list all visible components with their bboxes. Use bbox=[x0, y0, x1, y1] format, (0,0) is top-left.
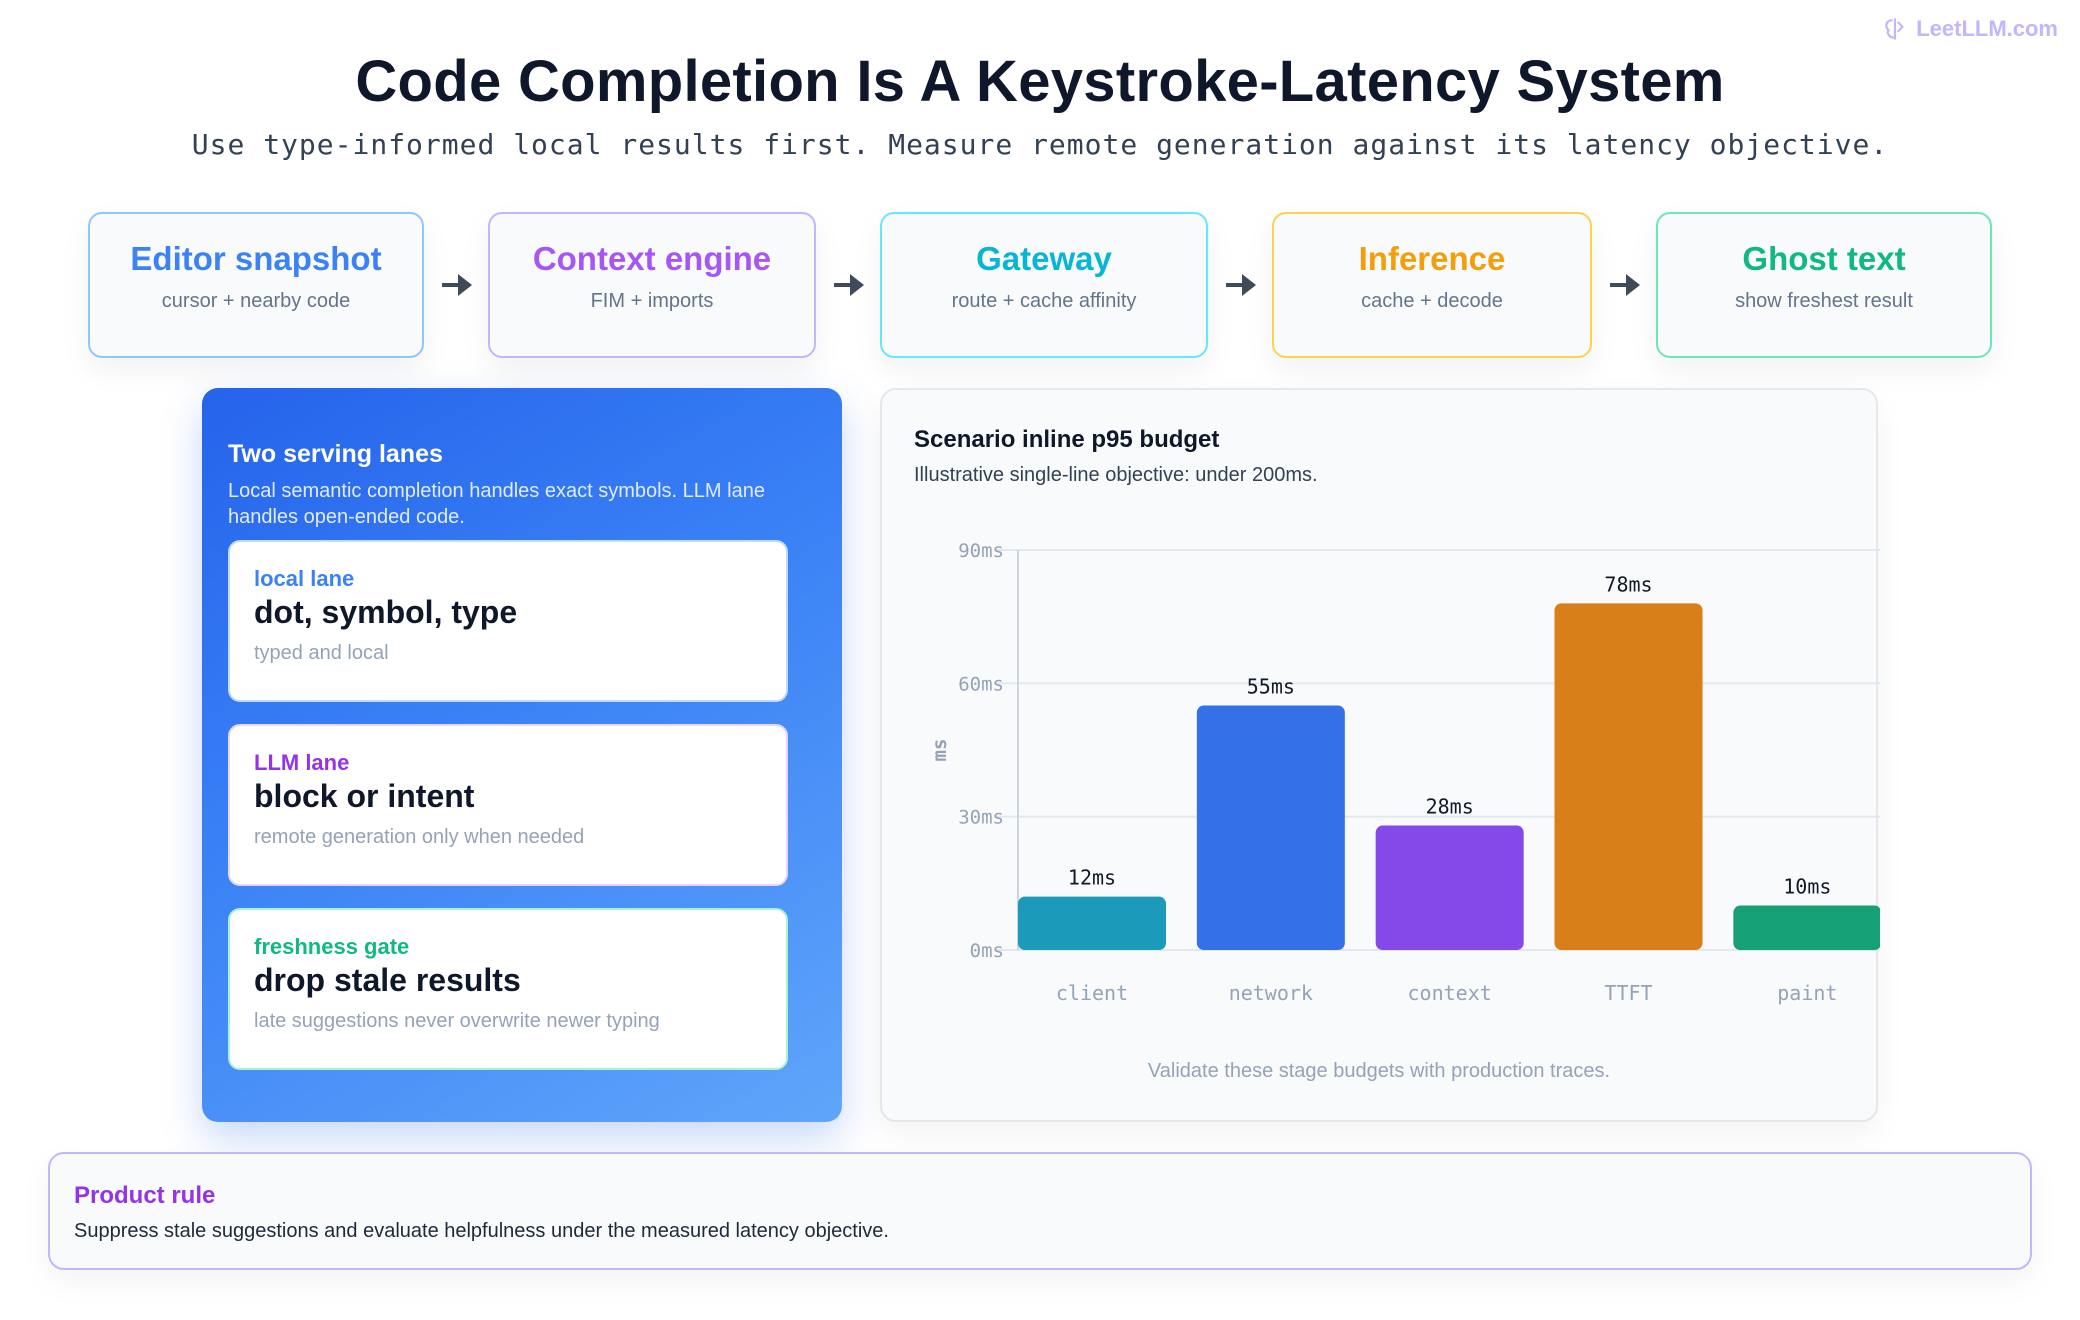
y-tick-label: 90ms bbox=[958, 540, 1004, 562]
stage-title: Context engine bbox=[532, 240, 772, 277]
page-title: Code Completion Is A Keystroke-Latency S… bbox=[355, 49, 1725, 114]
stage-title: Inference bbox=[1358, 240, 1506, 277]
arrow-right-icon bbox=[1610, 274, 1640, 296]
stage-subtitle: cursor + nearby code bbox=[161, 290, 351, 312]
chart-title: Scenario inline p95 budget bbox=[914, 426, 1220, 453]
lane-subtitle: late suggestions never overwrite newer t… bbox=[254, 1010, 660, 1032]
arrow-right-icon bbox=[834, 274, 864, 296]
lane-heading: drop stale results bbox=[254, 962, 521, 998]
y-axis-label: ms bbox=[929, 739, 951, 762]
lane-subtitle: remote generation only when needed bbox=[254, 826, 585, 848]
lane-tag: LLM lane bbox=[254, 750, 350, 775]
serving-lanes-panel: Two serving lanes Local semantic complet… bbox=[202, 388, 842, 1122]
bar bbox=[1554, 603, 1703, 950]
data-label: 12ms bbox=[1068, 866, 1116, 890]
bar bbox=[1375, 825, 1524, 950]
stage-inference: Inference cache + decode bbox=[1272, 212, 1592, 358]
bar bbox=[1733, 905, 1880, 950]
x-tick-label: client bbox=[1056, 981, 1128, 1005]
stage-editor-snapshot: Editor snapshot cursor + nearby code bbox=[88, 212, 424, 358]
bar bbox=[1018, 896, 1166, 950]
stage-subtitle: show freshest result bbox=[1735, 290, 1913, 312]
lanes-description: Local semantic completion handles exact … bbox=[228, 480, 765, 528]
lane-tag: local lane bbox=[254, 566, 355, 591]
stage-title: Ghost text bbox=[1742, 240, 1906, 277]
product-rule-box: Product rule Suppress stale suggestions … bbox=[48, 1152, 2032, 1270]
lane-card-local: local lane dot, symbol, type typed and l… bbox=[228, 540, 788, 702]
stage-title: Editor snapshot bbox=[130, 240, 382, 277]
x-tick-label: TTFT bbox=[1604, 981, 1652, 1005]
data-label: 10ms bbox=[1783, 875, 1831, 899]
stage-subtitle: FIM + imports bbox=[590, 290, 714, 312]
brand-text: LeetLLM.com bbox=[1916, 16, 2058, 41]
stage-subtitle: cache + decode bbox=[1361, 290, 1503, 312]
y-tick-label: 0ms bbox=[970, 940, 1004, 962]
stage-subtitle: route + cache affinity bbox=[951, 290, 1137, 312]
page-subtitle: Use type-informed local results first. M… bbox=[191, 128, 1889, 161]
x-tick-label: paint bbox=[1777, 981, 1837, 1005]
bar bbox=[1196, 705, 1345, 950]
x-tick-label: context bbox=[1408, 981, 1492, 1005]
chart-subtitle: Illustrative single-line objective: unde… bbox=[914, 464, 1318, 486]
lane-card-freshness-gate: freshness gate drop stale results late s… bbox=[228, 908, 788, 1070]
stage-title: Gateway bbox=[976, 240, 1112, 277]
lane-tag: freshness gate bbox=[254, 934, 410, 959]
arrow-right-icon bbox=[442, 274, 472, 296]
rule-text: Suppress stale suggestions and evaluate … bbox=[74, 1220, 889, 1242]
lane-subtitle: typed and local bbox=[254, 642, 389, 664]
chart-footnote: Validate these stage budgets with produc… bbox=[1147, 1060, 1611, 1082]
lane-card-llm: LLM lane block or intent remote generati… bbox=[228, 724, 788, 886]
brand-logo-icon bbox=[1885, 18, 1904, 40]
stage-gateway: Gateway route + cache affinity bbox=[880, 212, 1208, 358]
data-label: 28ms bbox=[1426, 795, 1474, 819]
data-label: 55ms bbox=[1247, 675, 1295, 699]
brand[interactable]: LeetLLM.com bbox=[1882, 16, 2058, 42]
lane-heading: block or intent bbox=[254, 778, 475, 814]
rule-title: Product rule bbox=[74, 1182, 216, 1209]
y-tick-label: 30ms bbox=[958, 807, 1004, 829]
latency-budget-panel: 0ms 30ms 60ms 90ms ms 12ms client 55ms network 28… bbox=[880, 388, 1880, 1122]
data-label: 78ms bbox=[1604, 572, 1652, 596]
stage-ghost-text: Ghost text show freshest result bbox=[1656, 212, 1992, 358]
y-tick-label: 60ms bbox=[958, 673, 1004, 695]
lanes-title: Two serving lanes bbox=[228, 440, 443, 468]
latency-bar-chart: 0ms 30ms 60ms 90ms ms 12ms client 55ms network 28… bbox=[929, 540, 1880, 1005]
arrow-right-icon bbox=[1226, 274, 1256, 296]
x-tick-label: network bbox=[1229, 981, 1313, 1005]
lane-heading: dot, symbol, type bbox=[254, 594, 518, 630]
stage-context-engine: Context engine FIM + imports bbox=[488, 212, 816, 358]
